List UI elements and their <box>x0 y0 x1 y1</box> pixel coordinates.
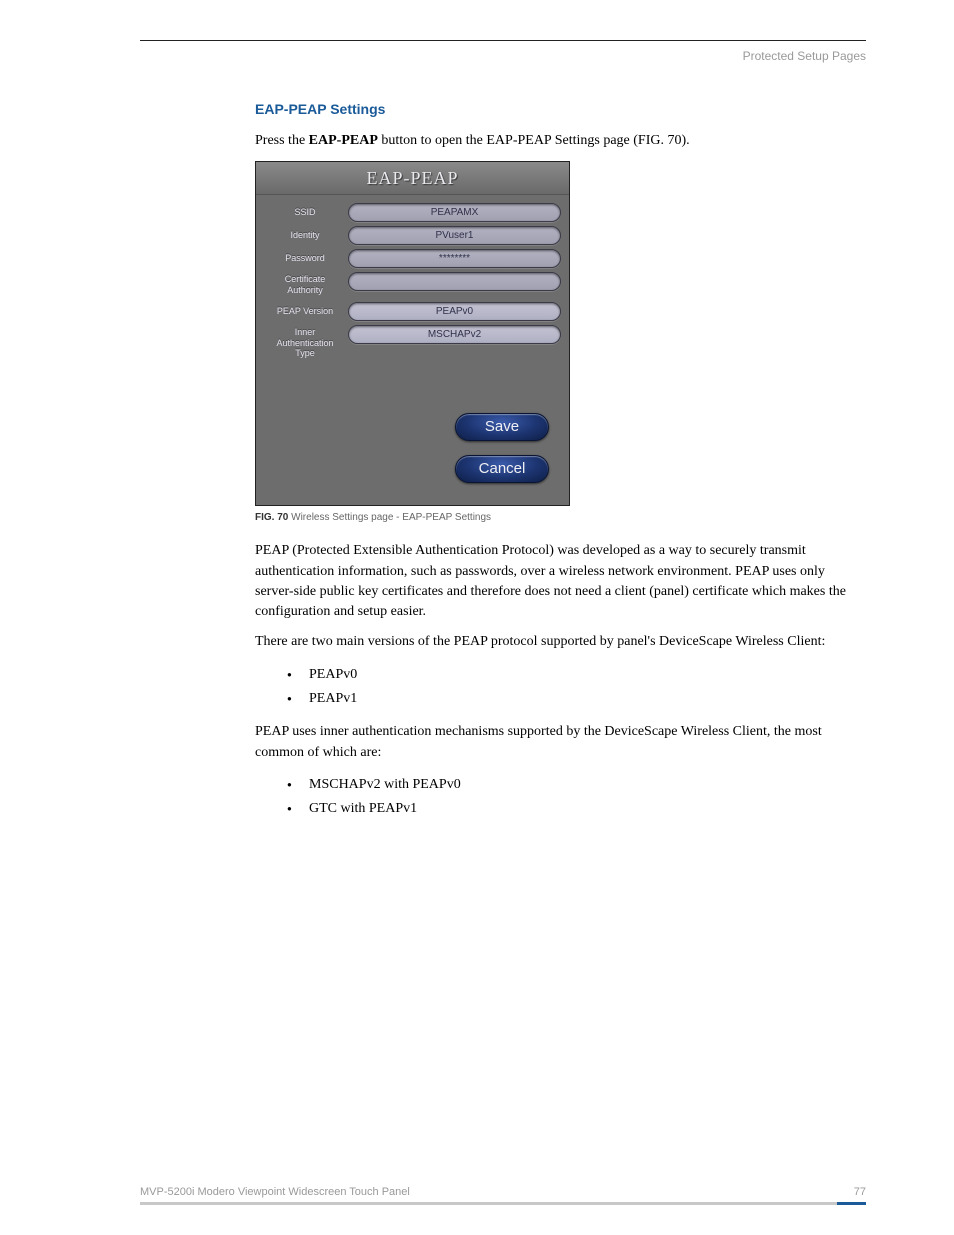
list-item: MSCHAPv2 with PEAPv0 <box>309 773 860 797</box>
intro-post: button to open the EAP-PEAP Settings pag… <box>378 133 690 148</box>
header-section-label: Protected Setup Pages <box>140 49 866 63</box>
intro-paragraph: Press the EAP-PEAP button to open the EA… <box>255 131 860 151</box>
label-cert: Certificate Authority <box>264 272 346 298</box>
figure-70: EAP-PEAP SSID PEAPAMX Identity PVuser1 P… <box>255 161 860 523</box>
footer-left: MVP-5200i Modero Viewpoint Widescreen To… <box>140 1186 410 1198</box>
label-innerauth: Inner Authentication Type <box>264 325 346 361</box>
row-cert: Certificate Authority <box>264 272 561 298</box>
field-ssid[interactable]: PEAPAMX <box>348 203 561 222</box>
intro-bold: EAP-PEAP <box>309 133 378 148</box>
field-innerauth[interactable]: MSCHAPv2 <box>348 325 561 344</box>
field-identity[interactable]: PVuser1 <box>348 226 561 245</box>
row-peapver: PEAP Version PEAPv0 <box>264 302 561 321</box>
list-peap-versions: PEAPv0 PEAPv1 <box>255 663 860 711</box>
row-password: Password ******** <box>264 249 561 268</box>
label-peapver: PEAP Version <box>264 304 346 319</box>
section-heading: EAP-PEAP Settings <box>255 101 860 117</box>
label-ssid: SSID <box>264 205 346 220</box>
list-item: PEAPv1 <box>309 687 860 711</box>
figure-caption: FIG. 70 Wireless Settings page - EAP-PEA… <box>255 512 860 523</box>
row-identity: Identity PVuser1 <box>264 226 561 245</box>
field-peapver[interactable]: PEAPv0 <box>348 302 561 321</box>
header-rule <box>140 40 866 41</box>
paragraph-3: PEAP uses inner authentication mechanism… <box>255 722 860 763</box>
panel-body: SSID PEAPAMX Identity PVuser1 Password *… <box>256 195 569 505</box>
panel-actions: Save Cancel <box>264 365 561 495</box>
cancel-button[interactable]: Cancel <box>455 455 549 483</box>
paragraph-2: There are two main versions of the PEAP … <box>255 632 860 652</box>
fig-num: FIG. 70 <box>255 512 288 523</box>
page-footer: MVP-5200i Modero Viewpoint Widescreen To… <box>140 1186 866 1205</box>
list-inner-auth: MSCHAPv2 with PEAPv0 GTC with PEAPv1 <box>255 773 860 821</box>
intro-pre: Press the <box>255 133 309 148</box>
footer-rule <box>140 1202 866 1205</box>
row-innerauth: Inner Authentication Type MSCHAPv2 <box>264 325 561 361</box>
page-number: 77 <box>854 1186 866 1198</box>
fig-text: Wireless Settings page - EAP-PEAP Settin… <box>288 512 491 523</box>
paragraph-1: PEAP (Protected Extensible Authenticatio… <box>255 541 860 622</box>
label-password: Password <box>264 251 346 266</box>
save-button[interactable]: Save <box>455 413 549 441</box>
field-cert[interactable] <box>348 272 561 291</box>
list-item: PEAPv0 <box>309 663 860 687</box>
row-ssid: SSID PEAPAMX <box>264 203 561 222</box>
eap-peap-panel: EAP-PEAP SSID PEAPAMX Identity PVuser1 P… <box>255 161 570 506</box>
panel-title: EAP-PEAP <box>256 162 569 195</box>
list-item: GTC with PEAPv1 <box>309 797 860 821</box>
field-password[interactable]: ******** <box>348 249 561 268</box>
label-identity: Identity <box>264 228 346 243</box>
